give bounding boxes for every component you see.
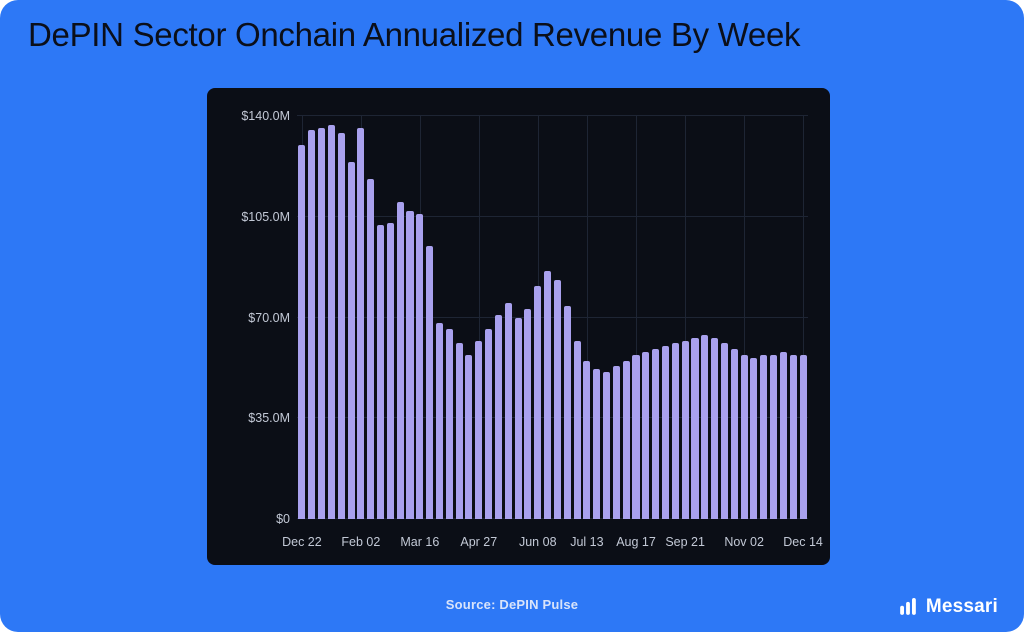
bar-week-15 — [445, 329, 453, 519]
bar-week-21 — [504, 303, 512, 519]
messari-brand: Messari — [898, 596, 998, 618]
source-label: Source: DePIN Pulse — [445, 597, 579, 612]
bar-week-11 — [406, 211, 414, 519]
bar-week-39 — [681, 340, 689, 519]
bar-week-50 — [789, 354, 797, 519]
bar-week-23 — [524, 308, 532, 519]
bar-week-33 — [622, 360, 630, 519]
bar-week-40 — [691, 337, 699, 519]
bar-week-32 — [612, 366, 620, 519]
y-tick-label: $70.0M — [248, 310, 290, 325]
v-gridline — [586, 116, 588, 519]
bar-week-22 — [514, 317, 522, 519]
x-tick-label: Dec 22 — [282, 535, 322, 549]
x-tick-label: Jul 13 — [570, 535, 604, 549]
x-axis: Dec 22 Feb 02 Mar 16 Apr 27 Jun 08 Jul 13 Aug … — [282, 531, 823, 553]
x-tick-label: Mar 16 — [400, 535, 440, 549]
bar-week-51 — [799, 354, 807, 519]
v-gridline — [478, 116, 480, 519]
bar-week-49 — [779, 352, 787, 519]
bar-week-8 — [376, 225, 385, 519]
bar-week-37 — [661, 346, 670, 519]
bar-week-29 — [583, 360, 591, 519]
h-gridline — [297, 417, 808, 419]
bar-week-36 — [652, 349, 660, 519]
bar-week-5 — [347, 162, 355, 519]
bar-week-10 — [396, 202, 404, 519]
brand-wordmark: Messari — [925, 596, 998, 617]
h-gridline — [297, 518, 808, 519]
bar-week-44 — [730, 349, 738, 519]
bar-week-9 — [386, 222, 394, 519]
v-gridline — [636, 116, 638, 519]
page-title: DePIN Sector Onchain Annualized Revenue … — [28, 16, 801, 53]
h-gridline — [297, 115, 808, 116]
bar-week-24 — [534, 285, 542, 519]
bar-week-48 — [770, 354, 778, 519]
v-gridline — [803, 116, 805, 519]
bar-week-31 — [603, 372, 611, 519]
bar-week-45 — [740, 354, 748, 519]
bar-week-13 — [426, 245, 434, 519]
bar-week-19 — [485, 329, 493, 519]
bar-week-16 — [455, 343, 463, 519]
y-tick-label: $140.0M — [241, 109, 290, 123]
plot-area — [297, 115, 808, 519]
h-gridline — [297, 215, 808, 217]
bar-week-12 — [416, 213, 424, 519]
y-tick-label: $0 — [276, 512, 290, 526]
v-gridline — [744, 116, 746, 519]
bar-week-35 — [642, 352, 650, 519]
y-tick-label: $105.0M — [241, 209, 290, 224]
h-gridline — [297, 316, 808, 318]
bar-week-43 — [720, 343, 728, 519]
bar-week-30 — [593, 369, 601, 519]
bar-week-2 — [318, 127, 326, 519]
bar-week-18 — [475, 340, 483, 519]
bar-week-38 — [671, 343, 679, 519]
x-tick-label: Sep 21 — [665, 535, 705, 549]
x-tick-label: Jun 08 — [518, 535, 557, 549]
x-tick-label: Dec 14 — [783, 535, 823, 549]
bar-week-7 — [367, 179, 375, 519]
bar-week-26 — [553, 280, 561, 519]
bar-week-27 — [563, 306, 571, 519]
x-tick-label: Aug 17 — [616, 535, 656, 549]
bar-week-41 — [701, 334, 709, 519]
chart-panel: $140.0M $105.0M $70.0M $35.0M $0 Dec 22 Feb 0… — [207, 88, 830, 565]
bar-week-20 — [494, 314, 502, 519]
v-gridline — [685, 116, 687, 519]
bar-week-17 — [465, 354, 473, 519]
messari-logo-icon — [898, 597, 918, 617]
bar-week-47 — [760, 354, 768, 519]
bar-week-6 — [357, 127, 365, 519]
x-tick-label: Apr 27 — [460, 535, 498, 549]
y-tick-label: $35.0M — [248, 411, 290, 426]
y-axis: $140.0M $105.0M $70.0M $35.0M $0 — [207, 109, 290, 526]
bar-week-3 — [327, 124, 335, 519]
bar-week-14 — [435, 323, 443, 519]
bar-week-28 — [573, 340, 581, 519]
x-tick-label: Feb 02 — [341, 535, 381, 549]
x-tick-label: Nov 02 — [724, 535, 764, 549]
bar-week-25 — [544, 271, 552, 519]
bar-week-1 — [308, 130, 316, 519]
bar-week-4 — [337, 133, 345, 519]
bar-week-0 — [298, 144, 306, 519]
bar-week-42 — [711, 337, 719, 519]
bar-week-46 — [750, 357, 758, 519]
bar-week-34 — [632, 354, 640, 519]
